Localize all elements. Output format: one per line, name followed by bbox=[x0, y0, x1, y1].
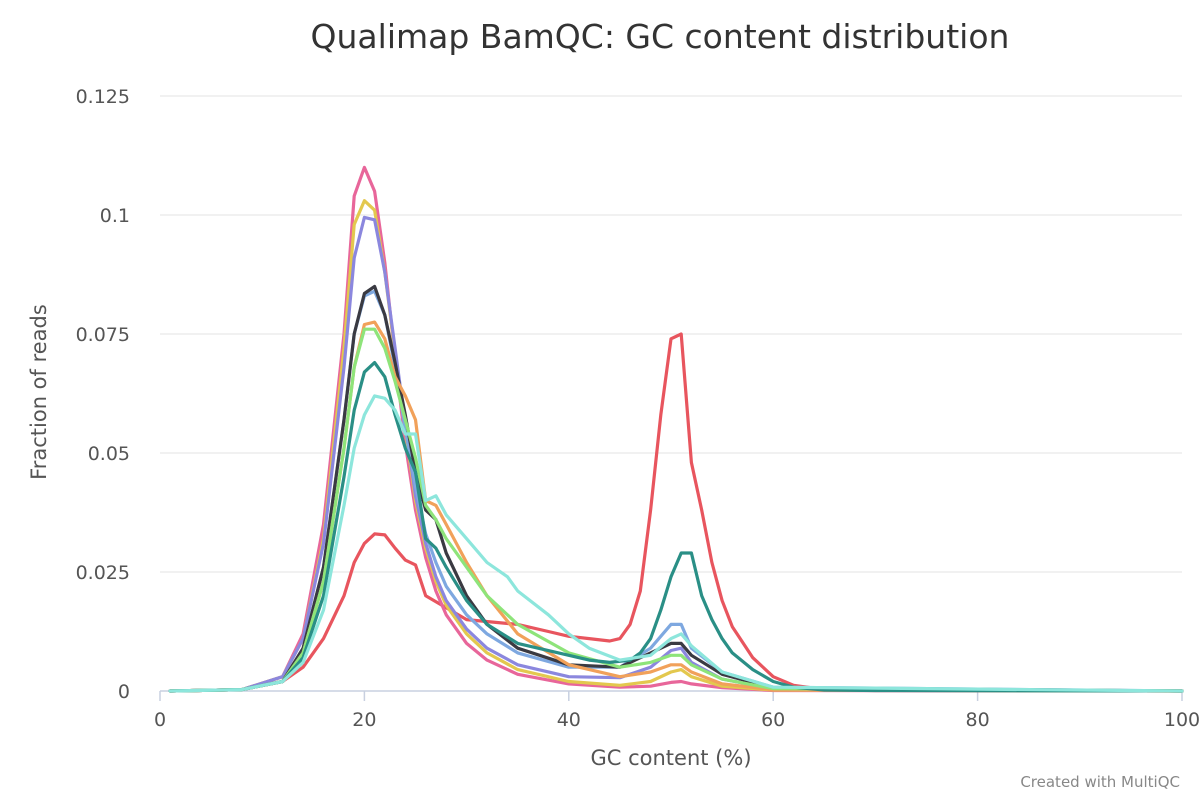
chart-title: Qualimap BamQC: GC content distribution bbox=[311, 17, 1010, 56]
x-tick-label: 100 bbox=[1164, 709, 1200, 731]
series-line-4[interactable] bbox=[168, 215, 1184, 693]
series-lines bbox=[168, 165, 1184, 693]
series-line-8[interactable] bbox=[168, 327, 1184, 693]
series-line-5[interactable] bbox=[168, 289, 1184, 693]
x-tick-label: 20 bbox=[352, 709, 376, 731]
y-tick-label: 0.025 bbox=[76, 562, 130, 584]
x-tick-label: 80 bbox=[966, 709, 990, 731]
series-line-6[interactable] bbox=[168, 284, 1184, 693]
series-line-10[interactable] bbox=[168, 394, 1184, 693]
grid-lines bbox=[160, 95, 1182, 573]
y-axis-title: Fraction of reads bbox=[27, 304, 51, 480]
x-tick-label: 60 bbox=[761, 709, 785, 731]
x-tick-label: 40 bbox=[557, 709, 581, 731]
y-tick-label: 0.075 bbox=[76, 324, 130, 346]
y-tick-label: 0.125 bbox=[76, 86, 130, 108]
x-axis-title: GC content (%) bbox=[590, 746, 751, 770]
series-line-1[interactable] bbox=[168, 332, 1184, 693]
series-line-9[interactable] bbox=[168, 361, 1184, 693]
credit-text: Created with MultiQC bbox=[1020, 773, 1180, 791]
y-tick-label: 0.05 bbox=[88, 443, 130, 465]
y-tick-label: 0 bbox=[118, 681, 130, 703]
x-tick-label: 0 bbox=[154, 709, 166, 731]
x-axis-ticks: 0 20 40 60 80 100 bbox=[154, 691, 1200, 731]
y-tick-label: 0.1 bbox=[100, 205, 130, 227]
y-axis-ticks: 0 0.025 0.05 0.075 0.1 0.125 bbox=[76, 86, 130, 703]
